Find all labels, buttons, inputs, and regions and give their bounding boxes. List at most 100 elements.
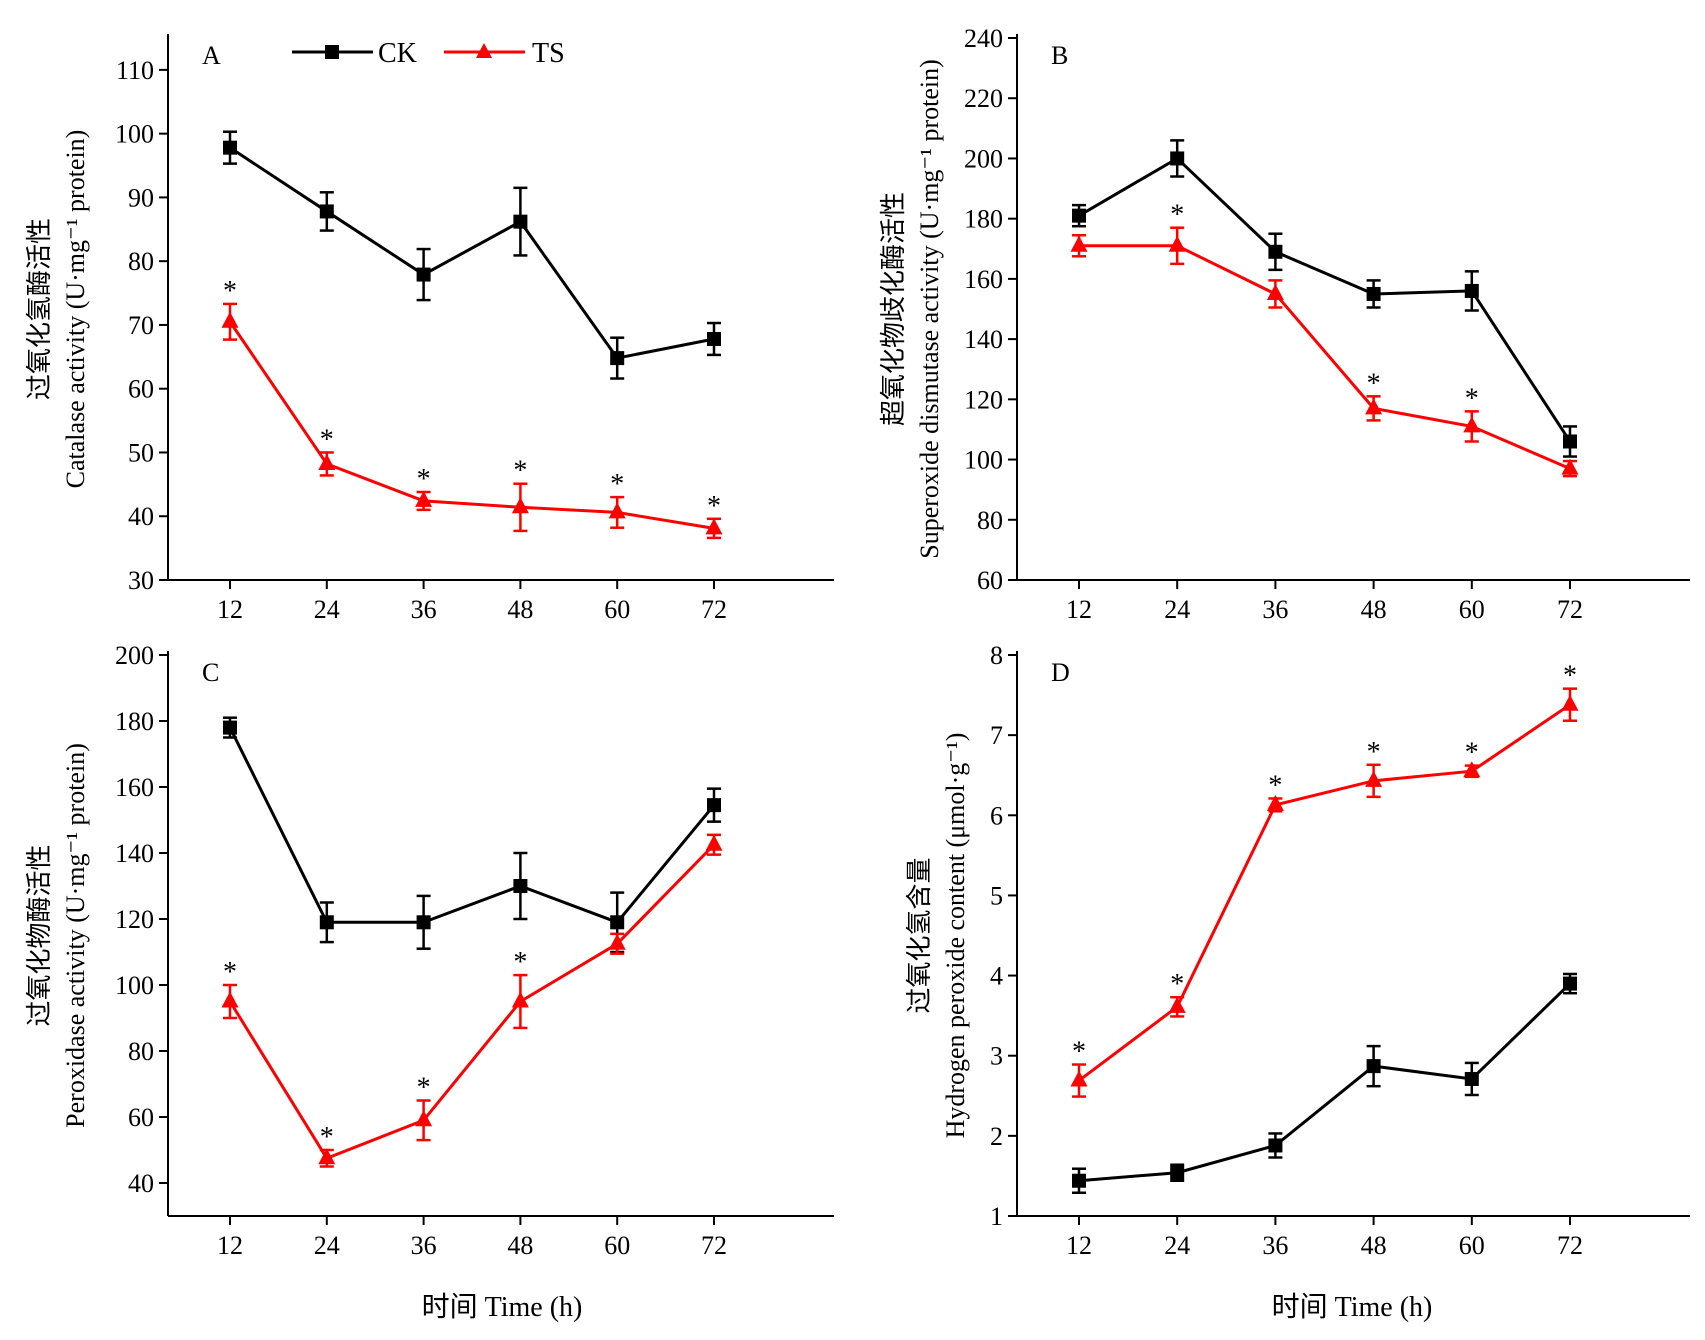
y-tick-label: 4 [990, 962, 1003, 991]
significance-marker: * [223, 957, 237, 988]
data-point [610, 915, 625, 930]
x-tick-label: 36 [411, 595, 437, 624]
y-tick-label: 70 [128, 311, 154, 340]
data-point [1561, 458, 1579, 475]
y-tick-label: 100 [115, 971, 154, 1000]
series-CK [1072, 972, 1577, 1195]
x-tick-label: 72 [1557, 1231, 1583, 1260]
data-point [1563, 434, 1577, 449]
y-tick-label: 160 [115, 773, 154, 802]
y-tick-label: 30 [128, 566, 154, 595]
significance-marker: * [1170, 200, 1184, 231]
data-point [1464, 1071, 1479, 1086]
y-axis-title-cn: 过氧化氢含量 [905, 857, 934, 1013]
data-point [1366, 286, 1381, 301]
x-tick-label: 72 [701, 1231, 727, 1260]
significance-marker: * [417, 464, 431, 495]
panel-letter: A [202, 41, 221, 70]
y-tick-label: 200 [115, 641, 154, 670]
y-tick-label: 120 [964, 385, 1003, 414]
panel-C: 40 60 80 100 120 140 160 180 200 12 24 36 48 60 72 C 过氧化… [25, 641, 834, 1260]
y-tick-label: 8 [990, 641, 1003, 670]
series-line [1079, 244, 1571, 470]
data-point [1463, 416, 1481, 433]
series-line [1078, 156, 1572, 443]
y-tick-label: 140 [115, 839, 154, 868]
data-point [318, 453, 336, 470]
data-point [1072, 1173, 1086, 1188]
y-tick-label: 180 [115, 707, 154, 736]
data-point [705, 834, 723, 851]
series-CK [223, 130, 721, 380]
significance-marker: * [1563, 661, 1577, 692]
data-point [1365, 398, 1383, 415]
data-point [1070, 235, 1088, 252]
data-point [608, 502, 626, 519]
x-tick-label: 48 [507, 595, 533, 624]
series-line [228, 843, 716, 1161]
y-tick-label: 90 [128, 183, 154, 212]
data-point [511, 991, 529, 1008]
y-tick-label: 240 [964, 24, 1003, 53]
significance-marker: * [1268, 770, 1282, 801]
x-tick-label: 24 [1164, 595, 1190, 624]
x-tick-label: 60 [604, 595, 630, 624]
y-tick-label: 140 [964, 325, 1003, 354]
y-tick-label: 110 [116, 56, 154, 85]
series-line [1078, 982, 1572, 1183]
data-point [707, 798, 721, 813]
data-point [1366, 1059, 1381, 1074]
panel-letter: C [202, 658, 219, 687]
y-tick-label: 3 [990, 1042, 1003, 1071]
x-tick-label: 60 [1459, 595, 1485, 624]
y-tick-label: 220 [964, 84, 1003, 113]
x-tick-label: 36 [411, 1231, 437, 1260]
y-tick-label: 80 [128, 1037, 154, 1066]
data-point [1266, 283, 1284, 300]
panel-A: 30 40 50 60 70 80 90 100 110 12 24 36 48 60 72 A 过氧化氢酶活性… [25, 34, 834, 624]
series-CK [1072, 139, 1577, 458]
panel-letter: B [1051, 41, 1068, 70]
data-point [319, 915, 334, 930]
significance-marker: * [1367, 368, 1381, 399]
legend-ck-marker [325, 45, 339, 59]
data-point [416, 915, 431, 930]
legend-ts-marker [476, 43, 492, 58]
data-point [511, 497, 529, 514]
significance-marker: * [513, 456, 527, 487]
series-TS [221, 833, 723, 1168]
data-point [513, 879, 528, 893]
y-tick-label: 80 [128, 247, 154, 276]
y-tick-label: 200 [964, 144, 1003, 173]
x-tick-label: 12 [1066, 1231, 1092, 1260]
data-point [1365, 770, 1383, 787]
y-axis-title-cn: 超氧化物歧化酶活性 [879, 192, 908, 426]
x-tick-label: 24 [314, 595, 340, 624]
data-point [608, 933, 626, 950]
data-point [1170, 1165, 1185, 1180]
y-axis-title-en: Peroxidase activity (U·mg⁻¹ protein) [61, 743, 90, 1128]
y-tick-label: 50 [128, 438, 154, 467]
x-tick-label: 48 [1361, 595, 1387, 624]
x-tick-label: 12 [1066, 595, 1092, 624]
legend-ts-label: TS [532, 38, 565, 69]
data-point [1464, 283, 1479, 298]
significance-marker: * [417, 1073, 431, 1104]
data-point [415, 490, 433, 507]
y-tick-label: 80 [977, 506, 1003, 535]
x-tick-label: 36 [1262, 1231, 1288, 1260]
significance-marker: * [610, 469, 624, 500]
y-tick-label: 40 [128, 1169, 154, 1198]
significance-marker: * [513, 947, 527, 978]
y-tick-label: 60 [128, 375, 154, 404]
y-tick-label: 120 [115, 905, 154, 934]
data-point [1168, 996, 1186, 1013]
significance-marker: * [1465, 383, 1479, 414]
series-line [229, 146, 715, 360]
series-CK [223, 716, 721, 954]
y-tick-label: 40 [128, 502, 154, 531]
x-axis-title-left: 时间 Time (h) [422, 1291, 583, 1323]
x-tick-label: 72 [1557, 595, 1583, 624]
y-tick-label: 100 [964, 446, 1003, 475]
x-tick-label: 36 [1262, 595, 1288, 624]
